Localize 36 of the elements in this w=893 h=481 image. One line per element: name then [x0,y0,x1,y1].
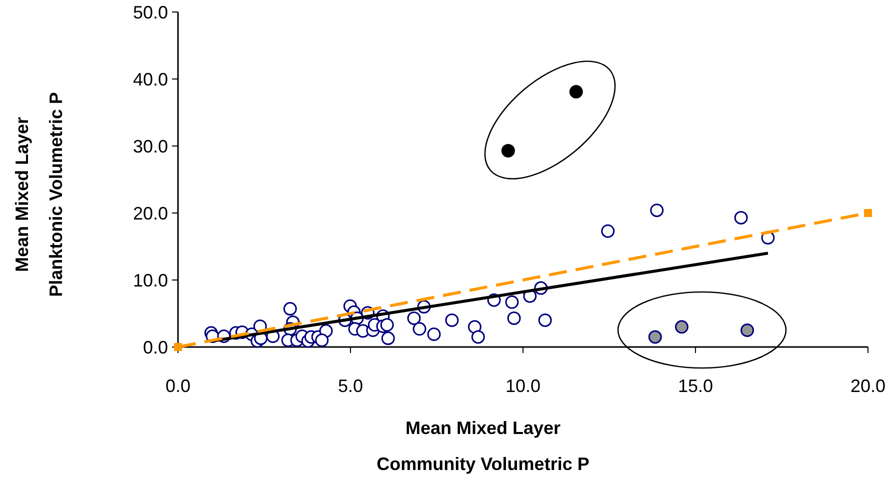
y-tick-label: 10.0 [132,270,168,290]
x-tick-label: 5.0 [338,376,364,396]
y-tick-label: 40.0 [132,69,168,90]
point [674,320,688,334]
point [507,311,521,325]
point [315,334,329,348]
point [650,204,664,218]
x-tick-label: 20.0 [850,376,886,396]
point [468,320,482,334]
point [648,330,662,344]
point [445,313,459,327]
point [471,330,485,344]
point [283,302,297,316]
point [734,210,748,224]
point [601,224,615,238]
point [864,209,872,217]
point [427,328,441,342]
point [381,332,395,346]
point [740,324,754,337]
point [569,84,583,98]
point [538,313,552,327]
y-tick-label: 50.0 [132,2,168,22]
y-tick-label: 20.0 [132,203,168,224]
point [412,322,426,336]
point [501,144,515,158]
y-axis-title: Mean Mixed Layer Planktonic Volumetric P [12,92,66,297]
point [380,318,394,332]
point [505,295,519,309]
point [407,311,421,325]
point [174,343,182,351]
x-tick-label: 10.0 [505,376,541,396]
x-tick-label: 15.0 [678,376,714,396]
x-axis-title: Mean Mixed Layer Community Volumetric P [376,418,590,474]
y-tick-label: 0.0 [142,337,168,358]
y-tick-label: 30.0 [132,136,168,156]
x-tick-label: 0.0 [165,376,191,396]
